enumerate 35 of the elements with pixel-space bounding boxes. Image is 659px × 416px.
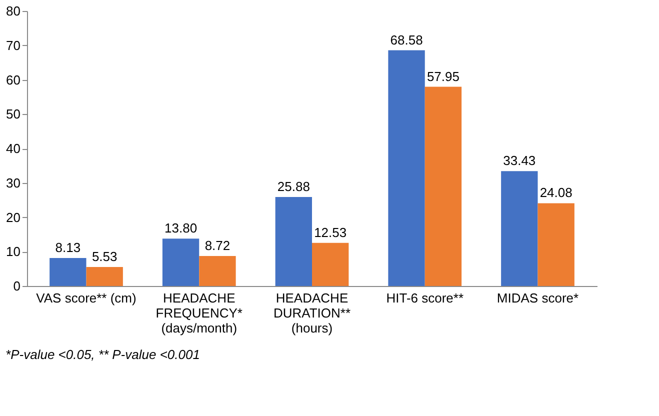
bar [162, 238, 200, 286]
bar [312, 242, 349, 286]
data-label: 5.53 [92, 248, 118, 264]
y-tick-label: 70 [6, 38, 20, 53]
bar [199, 256, 236, 286]
bar [538, 203, 574, 286]
x-tick-label: HEADACHE DURATION** (hours) [273, 290, 351, 336]
y-tick-label: 50 [6, 106, 20, 122]
data-label: 57.95 [426, 68, 460, 84]
x-tick-label: HIT-6 score** [386, 290, 464, 306]
y-tick-label: 80 [6, 4, 20, 18]
y-tick-label: 40 [6, 141, 20, 156]
bar [50, 258, 86, 286]
x-tick-label: VAS score** (cm) [36, 290, 136, 306]
data-label: 8.72 [204, 238, 230, 254]
data-label: 24.08 [540, 185, 572, 200]
y-tick-label: 10 [6, 244, 20, 260]
bar [424, 86, 462, 286]
x-tick-label: HEADACHE FREQUENCY* (days/month) [156, 290, 242, 336]
data-label: 25.88 [277, 179, 310, 194]
x-tick-label: MIDAS score* [496, 290, 579, 306]
bar [501, 171, 538, 286]
bar [86, 266, 123, 286]
data-label: 13.80 [164, 220, 198, 236]
data-label: 68.58 [390, 32, 423, 48]
bar [275, 197, 312, 286]
text: *P-value <0.05, ** P-value <0.001 [6, 347, 200, 362]
y-tick-label: 30 [6, 175, 20, 190]
data-label: 8.13 [55, 240, 81, 256]
y-tick-label: 20 [6, 210, 20, 225]
y-tick-label: 0 [13, 278, 20, 294]
data-label: 12.53 [314, 224, 347, 240]
bar [388, 50, 425, 286]
y-tick-label: 60 [6, 72, 20, 88]
data-label: 33.43 [503, 153, 536, 168]
